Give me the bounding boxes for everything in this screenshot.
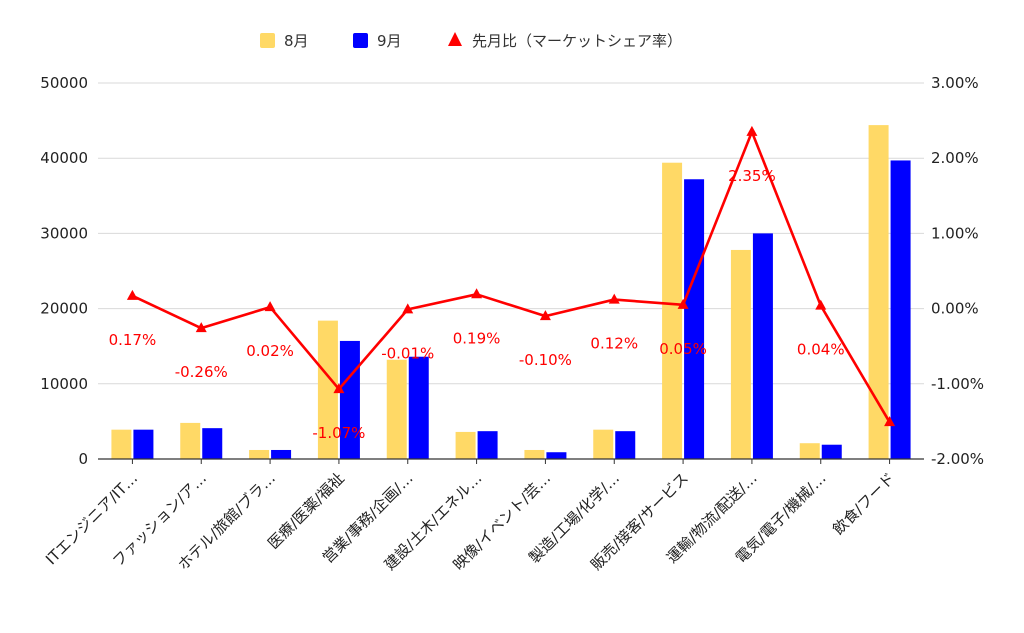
data-label: 0.05% (659, 340, 707, 358)
data-label: 0.04% (797, 341, 845, 359)
bar (593, 429, 614, 459)
bar (249, 449, 270, 459)
data-label: -0.26% (175, 363, 228, 381)
bar (317, 320, 338, 459)
gridlines (98, 82, 924, 385)
bar (799, 443, 820, 459)
line-point (677, 298, 689, 309)
bar (821, 444, 842, 459)
y-right-tick-label: 0.00% (931, 300, 979, 318)
line-point (264, 301, 276, 312)
line-point (539, 310, 551, 321)
line-point (126, 289, 138, 300)
y-left-tick-label: 10000 (40, 375, 88, 393)
legend-swatch (260, 33, 275, 48)
bar (202, 428, 223, 459)
legend-label: 先月比（マーケットシェア率） (472, 32, 682, 50)
line-point (333, 383, 345, 394)
y-left-tick-label: 20000 (40, 300, 88, 318)
bar (546, 452, 567, 459)
y-right-tick-label: 2.00% (931, 149, 979, 167)
data-label: -0.01% (381, 344, 434, 362)
line-point (815, 299, 827, 310)
bar (524, 449, 545, 459)
bars (111, 125, 911, 460)
bar (730, 249, 751, 459)
legend-label: 8月 (284, 32, 309, 50)
y-left-tick-label: 50000 (40, 74, 88, 92)
line-point (402, 303, 414, 314)
line-point (884, 416, 896, 427)
line-point (471, 288, 483, 299)
bar (662, 162, 683, 459)
legend: 8月 9月 先月比（マーケットシェア率） (260, 32, 682, 50)
y-left-tick-label: 0 (78, 450, 88, 468)
data-label: 0.02% (246, 342, 294, 360)
bar (477, 431, 498, 459)
bar (386, 359, 407, 459)
data-label: 2.35% (728, 167, 776, 185)
x-tick-label: 飲食/フード (829, 469, 898, 538)
y-right-tick-label: 1.00% (931, 224, 979, 242)
bar (180, 422, 201, 459)
line-point (608, 293, 620, 304)
line-point (746, 125, 758, 136)
y-left-tick-label: 40000 (40, 149, 88, 167)
legend-swatch (353, 33, 368, 48)
bar (455, 431, 476, 459)
legend-swatch (448, 32, 462, 46)
y-right-tick-label: -1.00% (931, 375, 984, 393)
bar (133, 429, 154, 459)
bar (111, 429, 132, 459)
data-label: 0.12% (590, 335, 638, 353)
legend-label: 9月 (377, 32, 402, 50)
bar (752, 233, 773, 459)
bar (271, 449, 292, 459)
bar (890, 160, 911, 459)
data-label: 0.17% (109, 331, 157, 349)
bar (615, 431, 636, 459)
line-point (195, 322, 207, 333)
y-right-tick-label: -2.00% (931, 450, 984, 468)
share-line (126, 125, 896, 427)
bar (684, 179, 705, 460)
data-labels: 0.17% -0.26% 0.02% -1.07% -0.01% 0.19% -0.10% 0… (109, 167, 845, 442)
data-label: -1.07% (312, 424, 365, 442)
line-path (131, 130, 891, 423)
data-label: 0.19% (453, 329, 501, 347)
data-label: -0.10% (519, 351, 572, 369)
y-right-tick-label: 3.00% (931, 74, 979, 92)
bar (408, 356, 429, 459)
bar (868, 125, 889, 459)
y-left-tick-label: 30000 (40, 224, 88, 242)
axes: 0 10000 20000 30000 40000 50000 -2.00% -1.00% 0.… (40, 74, 984, 574)
